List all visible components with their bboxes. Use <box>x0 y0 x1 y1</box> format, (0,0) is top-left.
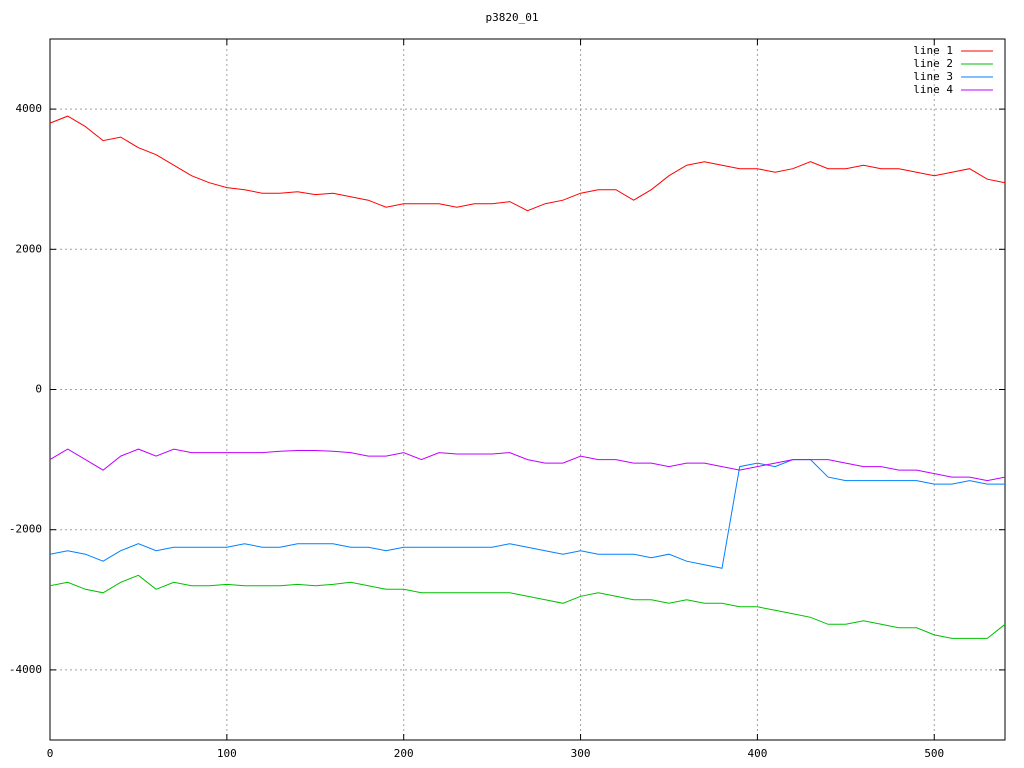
x-tick-label: 300 <box>571 747 591 760</box>
y-tick-label: 4000 <box>16 102 43 115</box>
series-line <box>49 448 1006 482</box>
plot-frame <box>49 38 1006 741</box>
legend-label: line 2 <box>913 57 953 70</box>
y-tick-label: -4000 <box>9 663 42 676</box>
series-line <box>49 115 1006 212</box>
x-tick-label: 500 <box>924 747 944 760</box>
legend-label: line 3 <box>913 70 953 83</box>
x-tick-label: 200 <box>394 747 414 760</box>
x-tick-label: 0 <box>47 747 54 760</box>
y-tick-label: 2000 <box>16 242 43 255</box>
x-tick-label: 100 <box>217 747 237 760</box>
series-line <box>49 459 1005 569</box>
legend-label: line 1 <box>913 44 953 57</box>
y-tick-label: 0 <box>35 383 42 396</box>
chart-title: p3820_01 <box>486 11 539 24</box>
y-tick-label: -2000 <box>9 523 42 536</box>
x-tick-label: 400 <box>747 747 767 760</box>
legend-label: line 4 <box>913 83 953 96</box>
series-line <box>49 574 1006 639</box>
